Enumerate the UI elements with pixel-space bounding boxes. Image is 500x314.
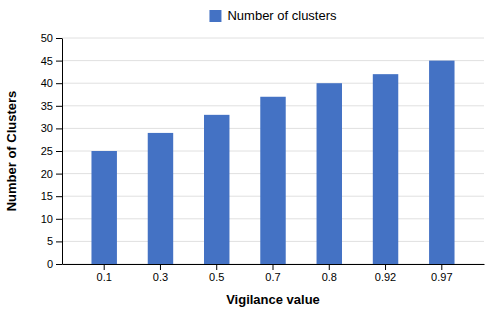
y-tick: 10 — [41, 213, 62, 225]
legend-item: Number of clusters — [209, 8, 337, 23]
x-tick-mark — [385, 264, 386, 270]
y-tick-mark — [56, 38, 62, 39]
y-tick: 0 — [47, 258, 62, 270]
bar — [373, 74, 398, 264]
bar — [204, 115, 229, 264]
x-tick: 0.3 — [153, 264, 168, 283]
x-tick: 0.8 — [322, 264, 337, 283]
x-tick: 0.7 — [265, 264, 280, 283]
chart-container: 0.1 0.3 0.5 0.7 0.8 0.92 0.97 0 5 10 15 20 25 30 35 40 4… — [0, 0, 500, 314]
y-axis-title: Number of Clusters — [4, 91, 19, 212]
x-tick-label: 0.7 — [265, 271, 280, 283]
y-tick-label: 0 — [47, 258, 53, 270]
x-tick-label: 0.8 — [322, 271, 337, 283]
y-tick-mark — [56, 174, 62, 175]
y-axis-line — [62, 39, 63, 265]
y-tick-label: 10 — [41, 213, 53, 225]
legend: Number of clusters — [209, 8, 337, 23]
grid-line — [62, 38, 484, 39]
y-tick: 20 — [41, 168, 62, 180]
y-tick-mark — [56, 219, 62, 220]
x-tick-label: 0.92 — [375, 271, 396, 283]
x-tick-mark — [273, 264, 274, 270]
y-tick: 5 — [47, 235, 62, 247]
x-tick-mark — [160, 264, 161, 270]
y-tick-mark — [56, 151, 62, 152]
y-tick-mark — [56, 196, 62, 197]
y-tick: 50 — [41, 32, 62, 44]
y-tick-label: 45 — [41, 55, 53, 67]
x-tick-mark — [329, 264, 330, 270]
bars — [91, 61, 454, 264]
grid-line — [62, 60, 484, 61]
x-tick-mark — [104, 264, 105, 270]
bar — [429, 61, 454, 264]
x-axis: 0.1 0.3 0.5 0.7 0.8 0.92 0.97 — [63, 264, 485, 283]
y-tick-mark — [56, 264, 62, 265]
legend-label: Number of clusters — [227, 8, 337, 23]
x-tick-mark — [441, 264, 442, 270]
y-tick-label: 15 — [41, 190, 53, 202]
x-tick-label: 0.5 — [209, 271, 224, 283]
x-axis-title: Vigilance value — [226, 292, 320, 307]
y-tick: 15 — [41, 190, 62, 202]
grid-line — [62, 83, 484, 84]
y-tick-label: 40 — [41, 77, 53, 89]
y-tick-mark — [56, 61, 62, 62]
bar — [91, 151, 116, 264]
chart: 0.1 0.3 0.5 0.7 0.8 0.92 0.97 0 5 10 15 20 25 30 35 40 4… — [0, 0, 500, 314]
x-tick: 0.92 — [375, 264, 396, 283]
y-tick: 45 — [41, 55, 62, 67]
y-tick-label: 5 — [47, 235, 53, 247]
y-tick: 40 — [41, 77, 62, 89]
x-tick-label: 0.97 — [431, 271, 452, 283]
y-tick-mark — [56, 106, 62, 107]
y-tick-mark — [56, 128, 62, 129]
x-tick-mark — [216, 264, 217, 270]
y-tick-label: 30 — [41, 122, 53, 134]
bar — [260, 97, 285, 264]
y-tick-label: 50 — [41, 32, 53, 44]
x-tick: 0.97 — [431, 264, 452, 283]
x-tick-label: 0.3 — [153, 271, 168, 283]
x-tick: 0.1 — [97, 264, 112, 283]
x-tick-label: 0.1 — [97, 271, 112, 283]
y-tick-label: 25 — [41, 145, 53, 157]
y-tick-mark — [56, 83, 62, 84]
y-tick-mark — [56, 241, 62, 242]
legend-swatch — [209, 10, 221, 22]
x-tick: 0.5 — [209, 264, 224, 283]
y-tick-label: 20 — [41, 168, 53, 180]
y-tick: 25 — [41, 145, 62, 157]
plot: 0.1 0.3 0.5 0.7 0.8 0.92 0.97 0 5 10 15 20 25 30 35 40 4… — [41, 32, 485, 283]
y-tick-label: 35 — [41, 100, 53, 112]
y-tick: 30 — [41, 122, 62, 134]
y-axis: 0 5 10 15 20 25 30 35 40 45 50 — [41, 32, 63, 270]
bar — [148, 133, 173, 264]
bar — [317, 83, 342, 264]
grid — [62, 38, 484, 264]
y-tick: 35 — [41, 100, 62, 112]
